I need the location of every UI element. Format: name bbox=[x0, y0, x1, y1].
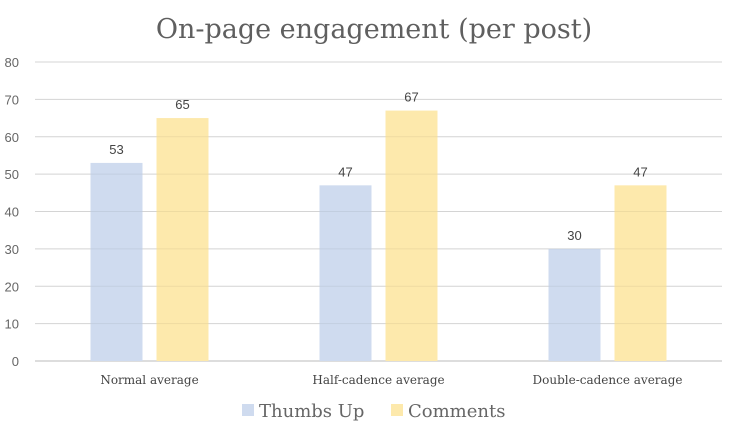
data-labels: 53 65 47 67 30 47 bbox=[35, 61, 722, 325]
x-category-label: Double-cadence average bbox=[533, 373, 683, 387]
x-category-label: Half-cadence average bbox=[312, 373, 444, 387]
data-label: 47 bbox=[633, 164, 647, 179]
x-category-label: Normal average bbox=[100, 373, 198, 387]
legend-label: Comments bbox=[408, 401, 505, 422]
bar-comments bbox=[385, 110, 438, 362]
chart-title: On-page engagement (per post) bbox=[156, 14, 592, 45]
legend-swatch bbox=[391, 404, 403, 416]
legend: Thumbs Up Comments bbox=[242, 401, 505, 422]
legend-swatch bbox=[242, 404, 254, 416]
gridlines bbox=[35, 61, 722, 362]
data-label: 30 bbox=[567, 228, 581, 243]
y-tick-label: 20 bbox=[5, 279, 19, 294]
data-label: 47 bbox=[338, 164, 352, 179]
bars bbox=[90, 110, 667, 362]
bar-comments bbox=[614, 185, 667, 361]
y-tick-label: 10 bbox=[5, 317, 19, 332]
y-tick-label: 50 bbox=[5, 167, 19, 182]
y-tick-label: 60 bbox=[5, 130, 19, 145]
y-tick-label: 30 bbox=[5, 242, 19, 257]
bar-comments bbox=[156, 118, 209, 361]
legend-label: Thumbs Up bbox=[259, 401, 364, 422]
data-label: 67 bbox=[404, 90, 418, 105]
y-tick-label: 80 bbox=[5, 55, 19, 70]
data-label: 65 bbox=[175, 97, 189, 112]
bar-thumbs-up bbox=[319, 185, 372, 361]
y-tick-label: 70 bbox=[5, 92, 19, 107]
data-label: 53 bbox=[109, 142, 123, 157]
bar-thumbs-up bbox=[90, 162, 143, 361]
y-tick-label: 0 bbox=[12, 354, 19, 369]
y-tick-label: 40 bbox=[5, 205, 19, 220]
y-axis-ticks: 0 10 20 30 40 50 60 70 80 bbox=[5, 55, 19, 369]
bar-thumbs-up bbox=[548, 248, 601, 361]
x-axis-labels: Normal average Half-cadence average Double… bbox=[100, 373, 682, 387]
